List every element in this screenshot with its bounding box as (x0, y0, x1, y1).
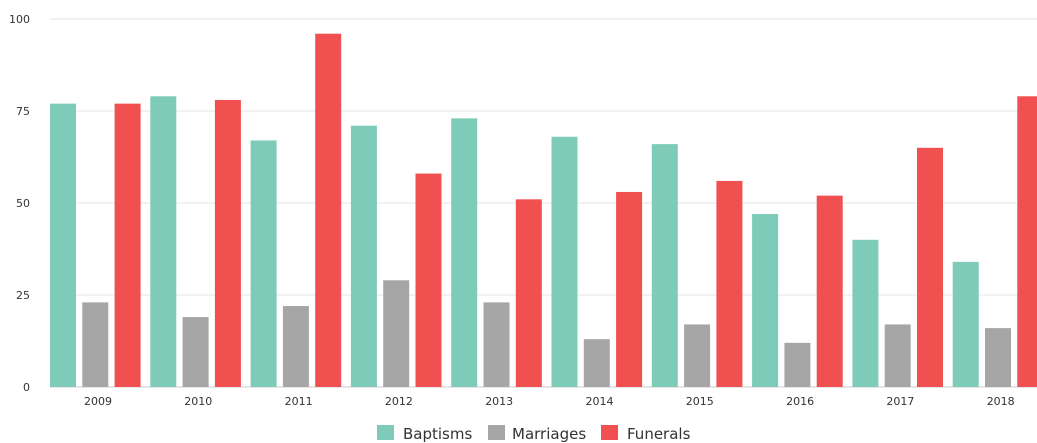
x-tick-label: 2016 (786, 395, 814, 408)
bar-baptisms-2010 (150, 96, 177, 387)
legend-swatch (377, 425, 394, 440)
bar-marriages-2013 (483, 302, 510, 387)
bar-marriages-2012 (383, 280, 410, 387)
bars (50, 33, 1037, 388)
x-tick-label: 2012 (385, 395, 413, 408)
bar-baptisms-2015 (651, 144, 678, 387)
bar-baptisms-2013 (451, 118, 478, 388)
bar-marriages-2010 (182, 317, 209, 387)
bar-funerals-2011 (315, 33, 342, 387)
bar-funerals-2010 (214, 99, 241, 388)
legend-swatch (488, 425, 505, 440)
x-tick-label: 2017 (886, 395, 914, 408)
x-axis-ticks: 2009 2010 2011 2012 2013 2014 2015 2016 2017 2018 (84, 395, 1015, 408)
y-tick-label: 0 (23, 381, 30, 394)
bar-funerals-2017 (917, 147, 943, 387)
x-tick-label: 2010 (184, 395, 212, 408)
x-tick-label: 2018 (987, 395, 1015, 408)
legend-swatch (601, 425, 618, 440)
y-tick-label: 50 (16, 197, 30, 210)
legend-item-funerals[interactable]: Funerals (601, 425, 691, 443)
legend-item-marriages[interactable]: Marriages (488, 425, 586, 443)
bar-funerals-2018 (1017, 96, 1037, 387)
x-tick-label: 2014 (586, 395, 614, 408)
legend: Baptisms Marriages Funerals (377, 425, 691, 443)
bar-marriages-2009 (82, 302, 109, 387)
bar-funerals-2016 (816, 195, 843, 387)
bar-baptisms-2018 (952, 261, 979, 387)
bar-baptisms-2011 (250, 140, 277, 387)
x-tick-label: 2013 (485, 395, 513, 408)
bar-baptisms-2017 (852, 239, 879, 387)
bar-baptisms-2012 (350, 125, 377, 387)
bar-funerals-2015 (716, 180, 743, 387)
bar-marriages-2018 (985, 328, 1011, 387)
legend-item-baptisms[interactable]: Baptisms (377, 425, 472, 443)
y-tick-label: 75 (16, 105, 30, 118)
x-tick-label: 2011 (285, 395, 313, 408)
bar-funerals-2014 (616, 191, 643, 387)
y-axis-ticks: 0 25 50 75 100 (9, 13, 30, 394)
x-tick-label: 2009 (84, 395, 112, 408)
bar-baptisms-2009 (50, 103, 76, 387)
bar-funerals-2013 (515, 199, 542, 387)
bar-marriages-2014 (583, 339, 610, 387)
bar-marriages-2015 (684, 324, 711, 387)
y-tick-label: 100 (9, 13, 30, 26)
y-tick-label: 25 (16, 289, 30, 302)
bar-funerals-2012 (415, 173, 442, 387)
legend-label: Baptisms (403, 425, 472, 443)
x-tick-label: 2015 (686, 395, 714, 408)
bar-funerals-2009 (114, 103, 141, 387)
bar-marriages-2016 (784, 342, 811, 387)
bar-baptisms-2014 (551, 136, 578, 387)
bar-baptisms-2016 (752, 214, 779, 387)
bar-marriages-2017 (884, 324, 911, 387)
bar-marriages-2011 (282, 306, 309, 387)
legend-label: Marriages (512, 425, 586, 443)
legend-label: Funerals (627, 425, 691, 443)
